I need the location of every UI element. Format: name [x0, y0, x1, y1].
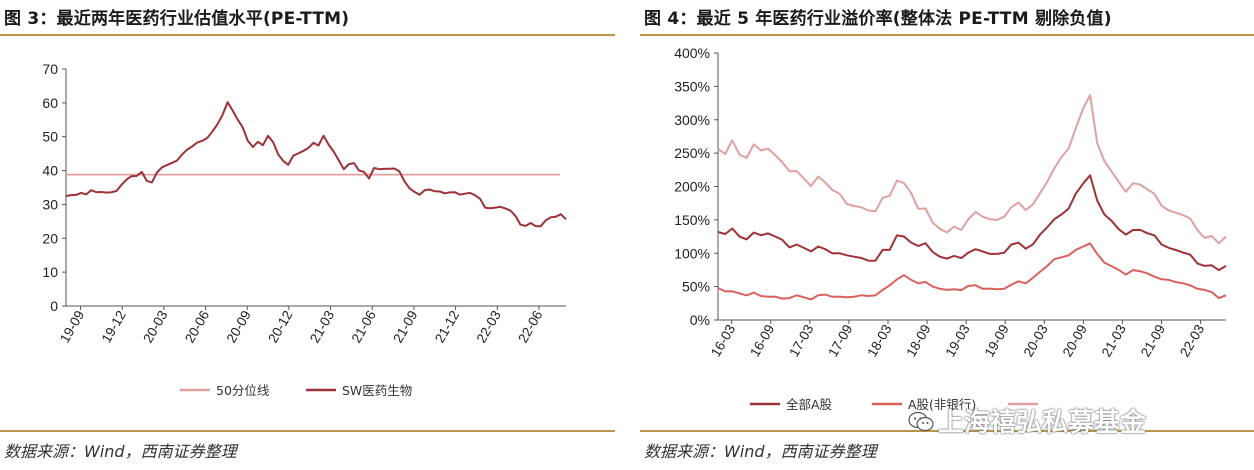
legend-label-0: 全部A股: [786, 397, 833, 412]
x-tick-label: 20-03: [1021, 322, 1051, 359]
y-tick-label: 0: [50, 298, 58, 314]
y-tick-label: 10: [42, 264, 58, 280]
figure-4-bottom-rule: [640, 430, 1254, 432]
y-tick-label: 50%: [682, 279, 710, 295]
x-tick-label: 19-09: [982, 322, 1012, 359]
x-tick-label: 21-06: [349, 308, 379, 345]
figure-3-bottom-rule: [0, 430, 615, 432]
watermark: 上海禧弘私募基金: [908, 402, 1146, 439]
y-tick-label: 250%: [674, 145, 710, 161]
x-tick-label: 17-09: [825, 322, 855, 359]
x-tick-label: 19-12: [99, 308, 129, 345]
x-tick-label: 18-09: [903, 322, 933, 359]
x-tick-label: 21-09: [390, 308, 420, 345]
x-tick-label: 20-09: [224, 308, 254, 345]
watermark-text: 上海禧弘私募基金: [938, 408, 1147, 438]
x-tick-label: 20-03: [140, 308, 170, 345]
figure-3-panel: 图 3：最近两年医药行业估值水平(PE-TTM) 0 10 20 30 40 50 60 70…: [0, 0, 615, 470]
x-tick-label: 20-06: [182, 308, 212, 345]
x-tick-label: 21-03: [1099, 322, 1129, 359]
figure-4-title: 图 4：最近 5 年医药行业溢价率(整体法 PE-TTM 剔除负值): [644, 9, 1112, 29]
x-tick-label: 16-09: [747, 322, 777, 359]
y-tick-label: 60: [42, 95, 58, 111]
x-tick-label: 21-03: [307, 308, 337, 345]
series-line-0: [717, 174, 1227, 272]
x-tick-label: 18-03: [864, 322, 894, 359]
y-tick-label: 50: [42, 129, 58, 145]
legend-label-1: A股(非银行): [908, 397, 976, 412]
x-tick-label: 21-12: [432, 308, 462, 345]
x-tick-label: 22-03: [1177, 322, 1207, 359]
y-tick-label: 30: [42, 196, 58, 212]
figure-4-top-rule: [640, 34, 1254, 36]
y-tick-label: 20: [42, 230, 58, 246]
legend-label-0: 50分位线: [216, 383, 270, 398]
y-tick-label: 400%: [674, 45, 710, 61]
y-tick-label: 40: [42, 163, 58, 179]
series-line-2: [717, 94, 1227, 245]
x-tick-label: 20-09: [1060, 322, 1090, 359]
series-line-1: [65, 101, 567, 228]
y-tick-label: 350%: [674, 78, 710, 94]
figure-3-title: 图 3：最近两年医药行业估值水平(PE-TTM): [4, 9, 350, 29]
figure-3-source: 数据来源：Wind，西南证券整理: [4, 442, 237, 461]
figure-4-panel: 图 4：最近 5 年医药行业溢价率(整体法 PE-TTM 剔除负值) 0% 50%…: [640, 0, 1254, 470]
x-tick-label: 16-03: [708, 322, 738, 359]
figure-3-chart: 0 10 20 30 40 50 60 70 19-09 19-12 20-03 20-06 20-09…: [42, 61, 567, 398]
figure-3-top-rule: [0, 34, 615, 36]
y-tick-label: 300%: [674, 112, 710, 128]
x-tick-label: 19-03: [942, 322, 972, 359]
legend-label-1: SW医药生物: [342, 383, 412, 398]
y-tick-label: 100%: [674, 245, 710, 261]
series-line-1: [717, 242, 1227, 301]
x-tick-label: 22-03: [474, 308, 504, 345]
x-tick-label: 21-09: [1138, 322, 1168, 359]
x-tick-label: 17-03: [786, 322, 816, 359]
figure-4-source: 数据来源：Wind，西南证券整理: [644, 442, 877, 461]
y-tick-label: 200%: [674, 179, 710, 195]
x-tick-label: 19-09: [57, 308, 87, 345]
figure-4-chart: 0% 50% 100% 150% 200% 250% 300% 350% 400% 16-03 16…: [674, 45, 1227, 412]
y-tick-label: 0%: [690, 312, 710, 328]
x-tick-label: 22-06: [515, 308, 545, 345]
y-tick-label: 70: [42, 61, 58, 77]
y-tick-label: 150%: [674, 212, 710, 228]
wechat-icon: [908, 410, 934, 432]
x-tick-label: 20-12: [265, 308, 295, 345]
